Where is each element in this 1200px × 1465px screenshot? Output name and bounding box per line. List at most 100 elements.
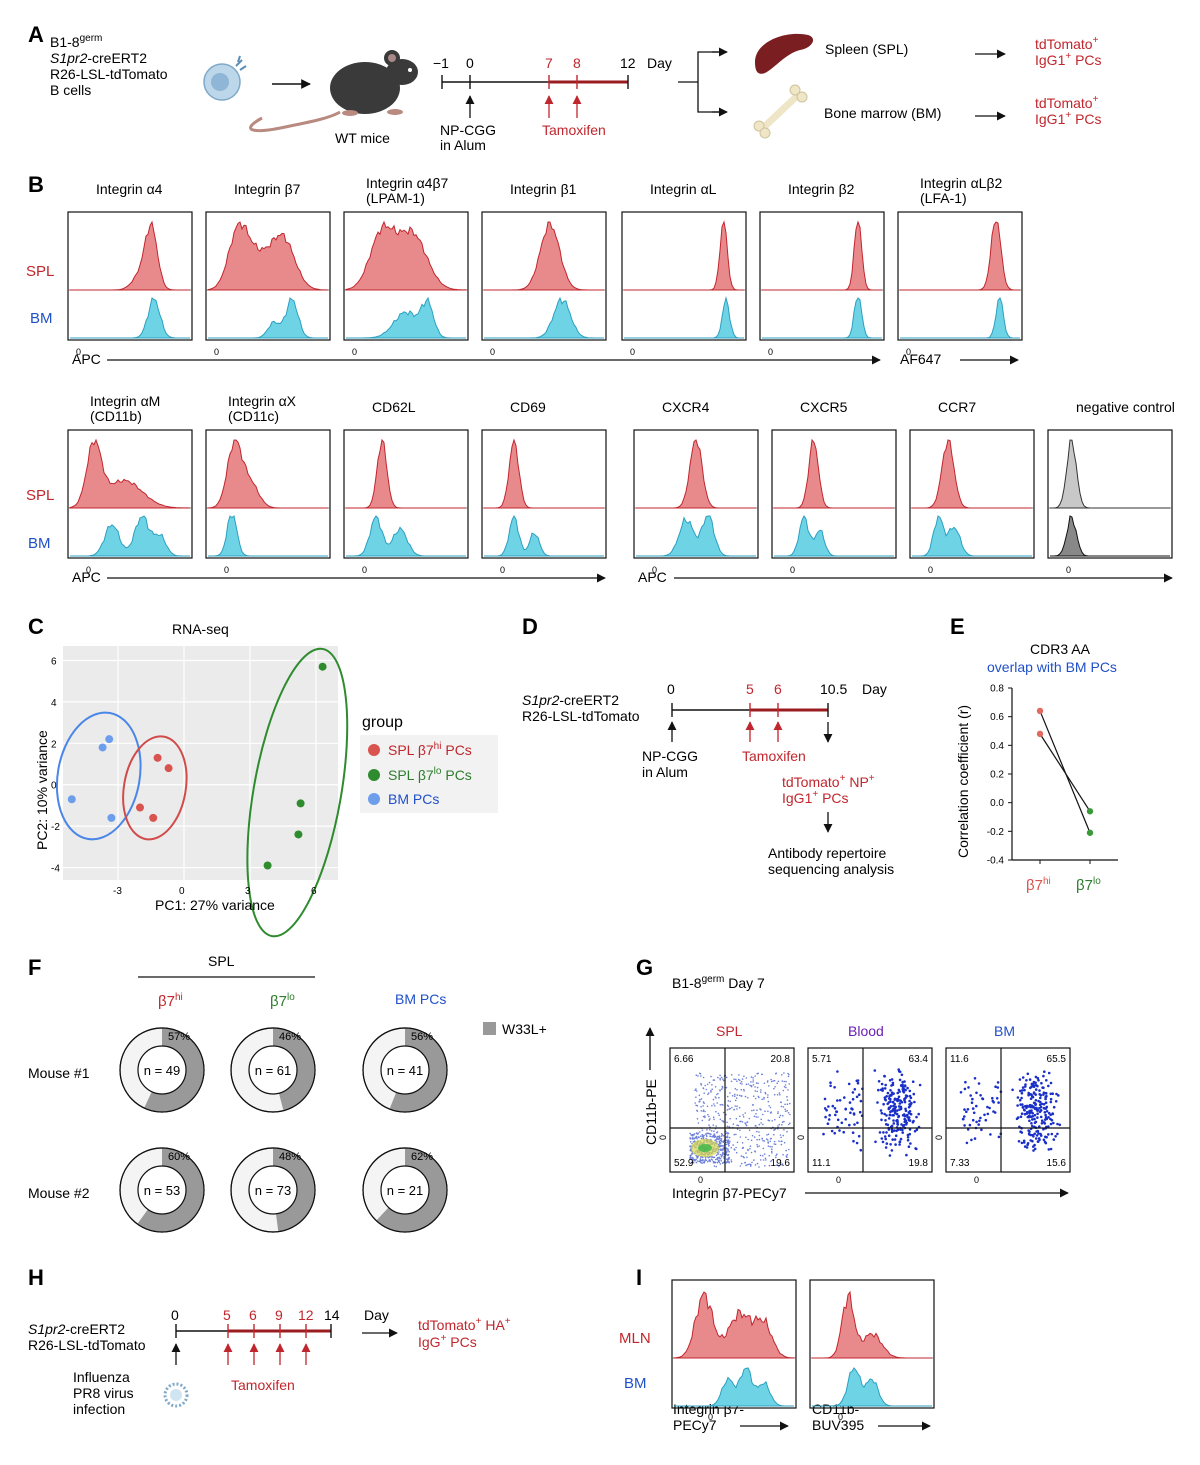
g-event-dot: [725, 1162, 728, 1164]
g-event-dot: [706, 1135, 708, 1138]
g-event-dot: [1036, 1076, 1040, 1080]
d-tick-6: 6: [774, 681, 782, 697]
g-event-dot: [747, 1138, 749, 1141]
f-donut-w33l-slice: [137, 1148, 205, 1233]
g-event-dot: [1049, 1122, 1053, 1126]
g-event-dot: [877, 1080, 881, 1083]
g-event-dot: [756, 1143, 758, 1146]
g-event-dot: [691, 1160, 694, 1163]
f-row-label-1: Mouse #1: [28, 1065, 90, 1081]
g-event-dot: [848, 1101, 852, 1104]
g-event-dot: [756, 1086, 759, 1089]
g-event-dot: [844, 1118, 847, 1121]
g-event-dot: [822, 1132, 825, 1136]
a-target-bm-1: tdTomato+: [1035, 94, 1099, 111]
g-event-dot: [1031, 1112, 1034, 1115]
b2-title-5: CXCR5: [800, 399, 848, 415]
g-event-dot: [696, 1137, 698, 1140]
g-event-dot: [726, 1104, 729, 1107]
g-event-dot: [702, 1109, 705, 1111]
g-event-dot: [851, 1131, 855, 1134]
d-tick-105: 10.5: [820, 681, 847, 697]
g-event-dot: [754, 1164, 757, 1166]
g-event-dot: [770, 1080, 773, 1083]
g-event-dot: [715, 1125, 717, 1127]
g-event-dot: [711, 1084, 713, 1086]
g-event-dot: [760, 1109, 762, 1111]
c-point-spl-lo: [318, 662, 327, 671]
g-event-dot: [991, 1096, 994, 1100]
g-event-dot: [768, 1105, 770, 1107]
g-event-dot: [899, 1106, 903, 1109]
g-event-dot: [777, 1125, 779, 1127]
g-event-dot: [700, 1161, 702, 1164]
g-event-dot: [730, 1074, 733, 1076]
g-q-ur-1: 63.4: [909, 1054, 929, 1065]
g-event-dot: [903, 1100, 907, 1104]
g-event-dot: [769, 1112, 772, 1114]
g-event-dot: [781, 1074, 783, 1076]
g-event-dot: [966, 1128, 970, 1131]
g-event-dot: [721, 1087, 724, 1089]
g-event-dot: [1045, 1105, 1049, 1109]
b-cell-icon: [203, 55, 247, 101]
g-event-dot: [746, 1121, 748, 1123]
b2-plot-6: [909, 429, 1035, 559]
g-event-dot: [979, 1094, 982, 1097]
g-event-dot: [771, 1152, 773, 1154]
g-event-dot: [700, 1082, 702, 1085]
b1-zero-3: 0: [490, 347, 495, 357]
g-event-dot: [788, 1073, 790, 1076]
g-event-dot: [897, 1088, 901, 1092]
c-ylabel: PC2: 10% variance: [34, 730, 50, 850]
g-event-dot: [773, 1079, 776, 1082]
g-event-dot: [714, 1139, 716, 1142]
g-event-dot: [762, 1159, 765, 1161]
g-event-dot: [901, 1131, 904, 1134]
b1-title-6: Integrin αLβ2: [920, 175, 1003, 191]
g-event-dot: [757, 1082, 759, 1085]
g-event-dot: [888, 1113, 892, 1117]
g-event-dot: [917, 1112, 920, 1116]
b2-title-6: CCR7: [938, 399, 976, 415]
g-event-dot: [1026, 1142, 1030, 1145]
f-header-hi: β7hi: [158, 992, 183, 1010]
g-event-dot: [721, 1103, 723, 1106]
g-title: B1-8germ Day 7: [672, 974, 765, 991]
g-event-dot: [713, 1165, 716, 1167]
b2-spl-hist-2: [346, 438, 466, 509]
g-event-dot: [1025, 1079, 1028, 1082]
g-event-dot: [726, 1136, 729, 1139]
g-event-dot: [964, 1080, 967, 1084]
c-ellipses: [55, 647, 349, 938]
g-event-dot: [734, 1105, 736, 1107]
g-event-dot: [701, 1129, 704, 1132]
b2-zero-6: 0: [928, 565, 933, 575]
g-event-dot: [736, 1105, 738, 1107]
a-bm-label: Bone marrow (BM): [824, 105, 941, 121]
g-event-dot: [719, 1077, 721, 1080]
g-event-dot: [753, 1159, 755, 1161]
g-event-dot: [784, 1103, 786, 1106]
g-event-dot: [707, 1113, 709, 1116]
g-event-dot: [1044, 1097, 1047, 1101]
panel-c: C RNA-seq -3 0 3 6 -4 -2 0 2 4 6 PC1: 27% varianc…: [28, 614, 498, 938]
g-event-dot: [1030, 1122, 1033, 1125]
g-event-dot: [900, 1084, 903, 1087]
g-event-dot: [695, 1135, 698, 1138]
g-event-dot: [702, 1101, 705, 1103]
g-event-dot: [699, 1100, 701, 1103]
g-event-dot: [778, 1116, 781, 1118]
g-event-dot: [700, 1110, 703, 1112]
g-event-dot: [715, 1110, 717, 1113]
g-event-dot: [720, 1155, 723, 1158]
g-event-dot: [966, 1108, 970, 1111]
g-event-dot: [689, 1141, 692, 1143]
g-event-dot: [1032, 1135, 1035, 1138]
g-event-dot: [783, 1129, 785, 1131]
g-event-dot: [898, 1108, 901, 1111]
b1-title-3: Integrin β1: [510, 181, 577, 197]
g-event-dot: [978, 1119, 981, 1123]
g-event-dot: [722, 1111, 725, 1114]
g-event-dot: [736, 1141, 739, 1144]
